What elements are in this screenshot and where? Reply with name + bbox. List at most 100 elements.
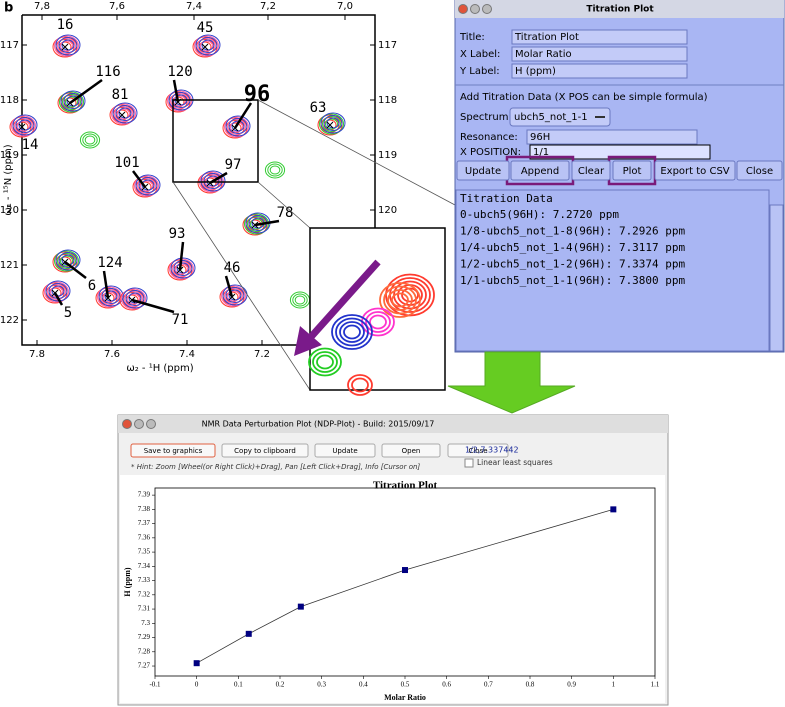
y-tick-label: 7.34	[138, 562, 151, 570]
window-control[interactable]	[482, 4, 492, 14]
contour	[230, 121, 243, 133]
peak-cross	[18, 123, 26, 131]
text-field[interactable]	[529, 144, 711, 160]
peak-pointer	[254, 219, 280, 227]
text-area	[455, 189, 770, 352]
text-field[interactable]	[511, 63, 688, 79]
contour	[221, 285, 246, 307]
contour	[44, 281, 69, 303]
button[interactable]	[130, 443, 216, 458]
contour	[224, 288, 243, 304]
contour	[65, 96, 78, 108]
x-tick-label: 7,4	[186, 1, 202, 12]
text-field[interactable]	[526, 129, 698, 145]
window-control[interactable]	[458, 4, 468, 14]
text-field[interactable]	[511, 29, 688, 45]
x-tick-label: 0	[195, 681, 199, 689]
contour	[351, 377, 369, 393]
dropdown[interactable]	[509, 107, 611, 127]
y-tick-label: 120	[378, 205, 397, 216]
scrollbar[interactable]	[769, 204, 784, 352]
contour	[140, 180, 153, 192]
button[interactable]	[381, 443, 441, 458]
contour	[198, 37, 218, 53]
peak-pointer	[53, 292, 64, 306]
hint: * Hint: Zoom [Wheel(or Right Click)+Drag…	[131, 463, 420, 471]
y-tick-label: 122	[0, 315, 19, 326]
contour	[322, 116, 341, 132]
data-point	[402, 567, 408, 574]
contour	[103, 291, 116, 303]
x-tick-label: 7,0	[337, 1, 353, 12]
y-tick-label: 7.33	[138, 576, 151, 584]
checkbox[interactable]	[464, 458, 474, 468]
peak-pointer	[224, 275, 234, 298]
zoom-lines	[172, 99, 456, 391]
contour	[200, 170, 226, 192]
button-label: Close	[468, 447, 487, 455]
contour	[112, 102, 138, 124]
y-tick-label: 7.3	[141, 619, 150, 627]
y-tick-label: 119	[378, 150, 397, 161]
peak-pointer	[64, 261, 87, 279]
contour	[316, 354, 334, 370]
peak-label: 120	[167, 64, 192, 80]
contour	[323, 115, 343, 131]
button-label: Append	[521, 166, 559, 177]
shift-arrow-head	[294, 326, 322, 356]
button[interactable]	[612, 160, 652, 181]
button[interactable]	[221, 443, 309, 458]
data-line: 1/8-ubch5_not_1-8(96H): 7.2926 ppm	[460, 225, 686, 238]
contour	[137, 178, 156, 194]
contour	[347, 374, 373, 396]
contour	[135, 174, 161, 196]
y-tick-label: 119	[0, 150, 19, 161]
peak-label: 97	[225, 157, 242, 173]
contour	[339, 321, 365, 343]
dropdown-value: ubch5_not_1-1	[514, 112, 588, 123]
button[interactable]	[456, 160, 510, 181]
window-control[interactable]	[134, 419, 144, 429]
window-control[interactable]	[470, 4, 480, 14]
button[interactable]	[510, 160, 570, 181]
window-control[interactable]	[146, 419, 156, 429]
data-point	[245, 630, 252, 637]
contour	[111, 103, 136, 125]
button[interactable]	[736, 160, 783, 181]
spectrum-frame	[21, 14, 376, 346]
field-label: Resonance:	[460, 132, 518, 143]
field-label: X Label:	[460, 49, 500, 60]
data-line: 0-ubch5(96H): 7.2720 ppm	[460, 208, 619, 221]
y-tick-label: 7.29	[138, 633, 151, 641]
button-label: Update	[465, 166, 501, 177]
contour	[225, 115, 251, 137]
window-control[interactable]	[122, 419, 132, 429]
button[interactable]	[654, 160, 736, 181]
y-axis-label: H (ppm)	[123, 567, 132, 596]
x-tick-label: 0.9	[567, 681, 576, 689]
x-tick-label: 7.4	[179, 349, 195, 360]
button[interactable]	[447, 443, 509, 458]
button-label: Open	[402, 447, 421, 455]
y-tick-label: 7.27	[138, 662, 151, 670]
contour	[264, 161, 286, 179]
contour	[170, 257, 196, 279]
peak-pointer	[178, 241, 185, 271]
x-tick-label: 7.8	[29, 349, 45, 360]
peak-cross	[61, 43, 69, 51]
x-tick-label: 7.6	[104, 349, 120, 360]
button[interactable]	[314, 443, 376, 458]
contour	[125, 290, 145, 306]
field-label: Y Label:	[459, 66, 500, 77]
zoom-box	[172, 99, 259, 183]
button[interactable]	[571, 160, 611, 181]
text-field[interactable]	[511, 46, 688, 62]
cursor-info: 1/2,7.337442	[465, 446, 519, 455]
button-label: Update	[332, 447, 357, 455]
contour	[62, 94, 81, 110]
plot-panel	[120, 475, 665, 703]
y-tick-label: 118	[0, 95, 19, 106]
contour	[365, 311, 391, 333]
x-axis-label: ω₂ - ¹H (ppm)	[126, 363, 193, 374]
contour	[343, 324, 361, 340]
